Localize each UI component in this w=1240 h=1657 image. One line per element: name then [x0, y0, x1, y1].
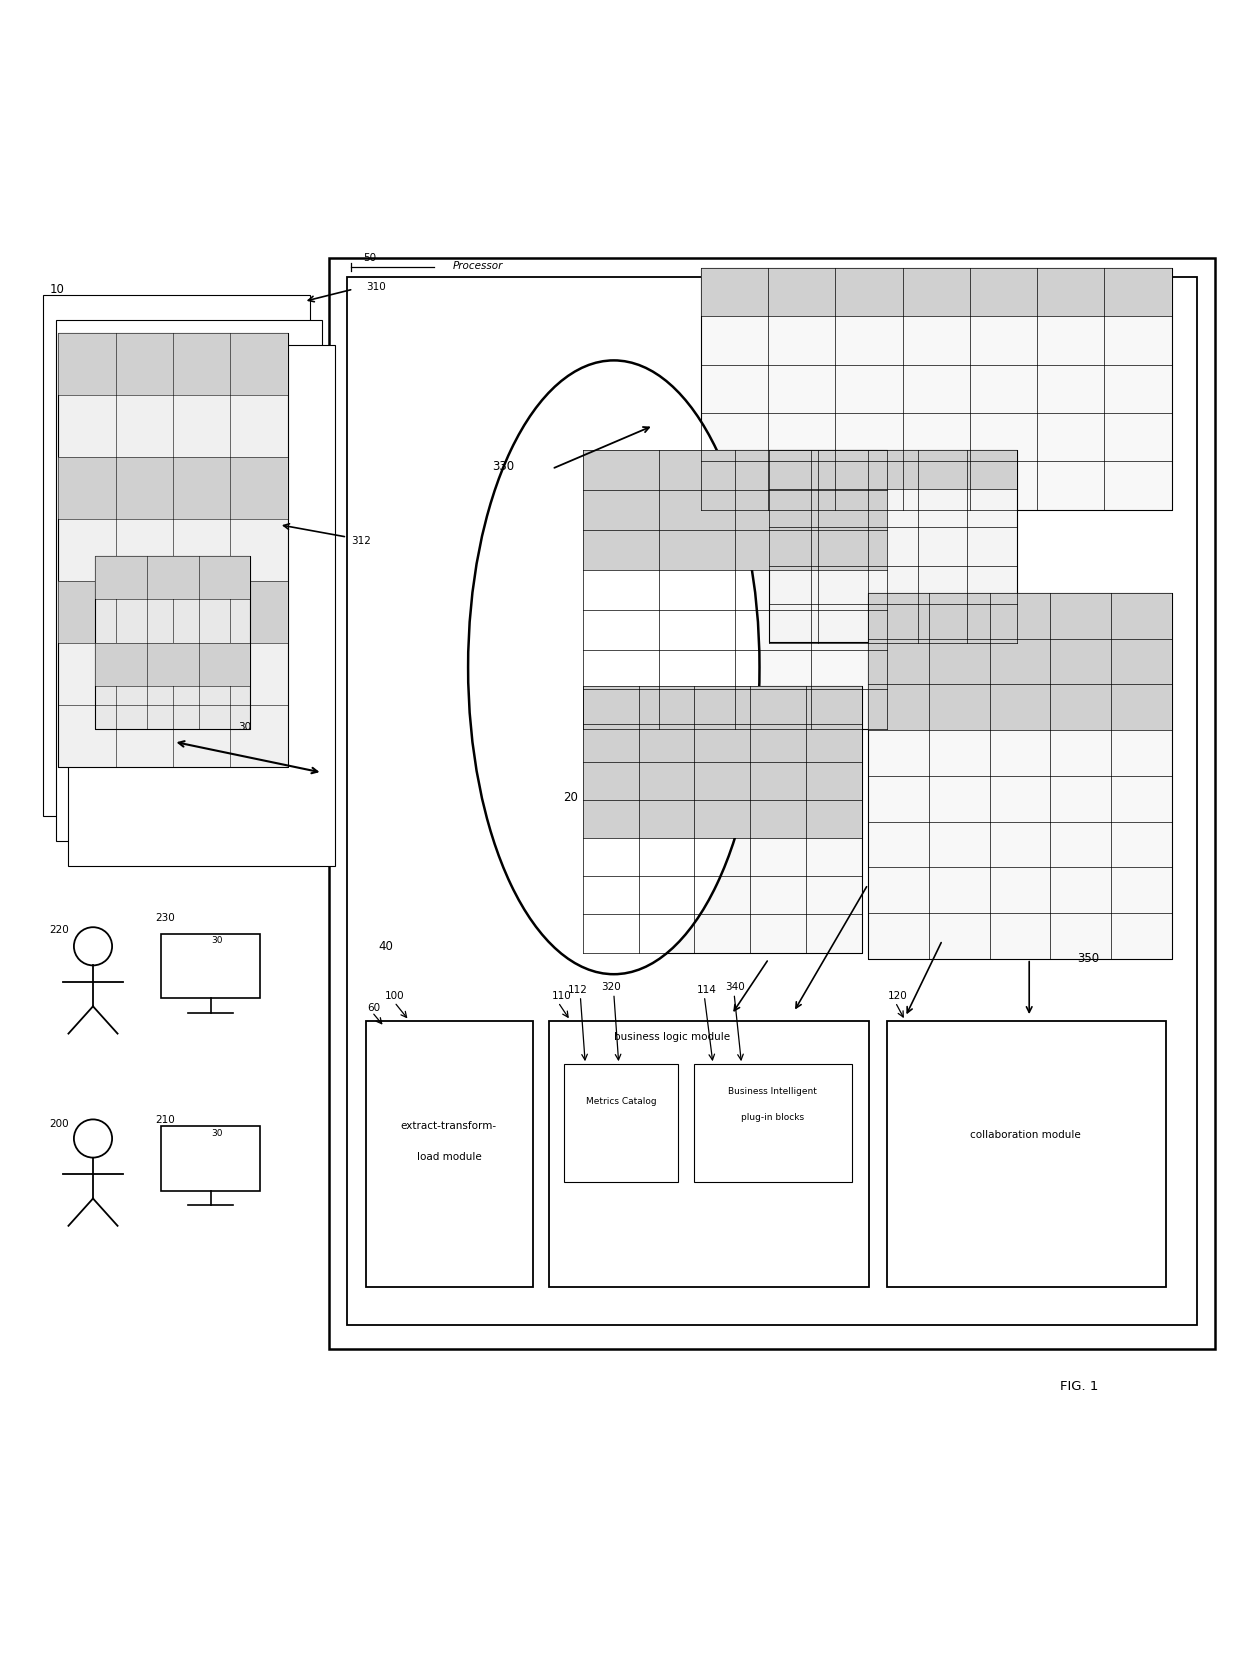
Bar — [583, 686, 862, 724]
Text: 230: 230 — [155, 913, 175, 923]
Bar — [583, 451, 887, 490]
Text: 100: 100 — [384, 991, 404, 1001]
Bar — [161, 935, 260, 999]
Bar — [868, 684, 1172, 731]
Text: 210: 210 — [155, 1115, 175, 1125]
Text: 350: 350 — [1078, 953, 1100, 964]
Text: 340: 340 — [725, 983, 745, 993]
Bar — [769, 451, 1017, 489]
Bar — [868, 593, 1172, 638]
Text: FIG. 1: FIG. 1 — [1060, 1380, 1097, 1394]
Text: 20: 20 — [563, 790, 578, 804]
Text: 112: 112 — [568, 984, 588, 994]
Text: 40: 40 — [378, 940, 393, 953]
Text: 114: 114 — [697, 984, 717, 994]
Text: 220: 220 — [50, 925, 69, 935]
Bar — [701, 268, 1172, 510]
Text: 330: 330 — [492, 461, 515, 472]
Text: Processor: Processor — [453, 260, 503, 270]
Bar — [329, 258, 1215, 1349]
Text: 50: 50 — [363, 254, 377, 263]
Bar — [58, 580, 288, 643]
Bar — [887, 1021, 1166, 1287]
Text: plug-in blocks: plug-in blocks — [742, 1114, 804, 1122]
Text: extract-transform-: extract-transform- — [401, 1122, 497, 1132]
Text: 30: 30 — [211, 936, 223, 944]
Text: 200: 200 — [50, 1118, 69, 1128]
Bar — [549, 1021, 869, 1287]
Bar — [583, 762, 862, 800]
Bar — [868, 593, 1172, 959]
Text: 120: 120 — [888, 991, 908, 1001]
Text: 310: 310 — [366, 282, 386, 292]
Bar — [347, 277, 1197, 1324]
Bar — [769, 451, 1017, 643]
Bar — [583, 686, 862, 953]
Bar — [564, 1064, 678, 1181]
Text: 320: 320 — [601, 983, 621, 993]
Bar — [56, 320, 322, 840]
Bar — [694, 1064, 852, 1181]
Bar — [366, 1021, 533, 1287]
Bar — [583, 490, 887, 530]
Text: load module: load module — [417, 1152, 481, 1162]
Bar — [68, 345, 335, 865]
Text: Business Intelligent: Business Intelligent — [728, 1087, 817, 1095]
Bar — [58, 333, 288, 767]
Bar — [43, 295, 310, 817]
Bar — [58, 333, 288, 394]
Text: 312: 312 — [351, 535, 371, 545]
Bar — [58, 456, 288, 519]
Bar — [583, 800, 862, 838]
Text: 30: 30 — [238, 722, 250, 732]
Text: business logic module: business logic module — [614, 1032, 730, 1042]
Ellipse shape — [467, 361, 759, 974]
Bar — [95, 643, 250, 686]
Bar — [701, 268, 1172, 316]
Text: 10: 10 — [50, 283, 64, 295]
Bar — [583, 451, 887, 729]
Bar — [161, 1127, 260, 1191]
Text: 30: 30 — [211, 1130, 223, 1138]
Bar — [583, 724, 862, 762]
Text: 60: 60 — [367, 1002, 381, 1014]
Bar — [583, 530, 887, 570]
Bar — [95, 555, 250, 729]
Text: collaboration module: collaboration module — [970, 1130, 1081, 1140]
Text: Metrics Catalog: Metrics Catalog — [587, 1097, 656, 1105]
Bar — [868, 638, 1172, 684]
Text: 110: 110 — [552, 991, 572, 1001]
Bar — [95, 555, 250, 600]
